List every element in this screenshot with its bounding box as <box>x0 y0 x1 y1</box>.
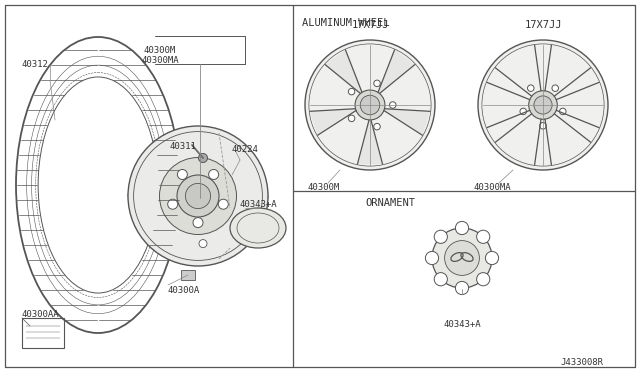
Text: 40300A: 40300A <box>168 286 200 295</box>
Text: ALUMINUM WHEEL: ALUMINUM WHEEL <box>302 18 390 28</box>
Circle shape <box>426 251 438 264</box>
Circle shape <box>198 154 207 163</box>
Circle shape <box>529 91 557 119</box>
Circle shape <box>177 175 219 217</box>
Text: 17X7JJ: 17X7JJ <box>351 20 388 30</box>
Circle shape <box>520 108 527 115</box>
Polygon shape <box>378 50 415 93</box>
Circle shape <box>456 221 468 235</box>
Text: 40300MA: 40300MA <box>141 56 179 65</box>
Ellipse shape <box>230 208 286 248</box>
Text: 40300AA: 40300AA <box>22 310 60 319</box>
Circle shape <box>540 122 547 129</box>
Circle shape <box>477 273 490 286</box>
Text: 40343+A: 40343+A <box>240 200 278 209</box>
Circle shape <box>552 85 559 92</box>
Circle shape <box>177 170 188 179</box>
Polygon shape <box>384 109 430 135</box>
Circle shape <box>374 124 380 130</box>
Circle shape <box>209 170 219 179</box>
Text: 17X7JJ: 17X7JJ <box>524 20 562 30</box>
FancyBboxPatch shape <box>181 270 195 280</box>
Text: 40224: 40224 <box>232 145 259 154</box>
Circle shape <box>456 281 468 295</box>
Circle shape <box>434 230 447 243</box>
Circle shape <box>478 40 608 170</box>
Circle shape <box>434 273 447 286</box>
Circle shape <box>559 108 566 115</box>
Circle shape <box>374 80 380 87</box>
Polygon shape <box>310 109 356 135</box>
Circle shape <box>128 126 268 266</box>
Text: 40343+A: 40343+A <box>443 320 481 329</box>
Circle shape <box>186 183 211 209</box>
Circle shape <box>218 199 228 209</box>
Circle shape <box>348 89 355 95</box>
Polygon shape <box>357 120 383 164</box>
Circle shape <box>432 228 492 288</box>
Circle shape <box>193 218 203 228</box>
Text: 40300M: 40300M <box>144 46 176 55</box>
Circle shape <box>445 241 479 275</box>
Text: J433008R: J433008R <box>560 358 603 367</box>
Circle shape <box>159 157 237 234</box>
Text: ORNAMENT: ORNAMENT <box>365 198 415 208</box>
Circle shape <box>348 115 355 122</box>
Circle shape <box>360 95 380 115</box>
Text: 40300MA: 40300MA <box>474 183 511 192</box>
Circle shape <box>305 40 435 170</box>
Text: 40311: 40311 <box>170 142 197 151</box>
Circle shape <box>168 199 178 209</box>
Circle shape <box>199 240 207 248</box>
Circle shape <box>527 85 534 92</box>
Text: 40300M: 40300M <box>308 183 340 192</box>
Circle shape <box>355 90 385 120</box>
Polygon shape <box>325 50 362 93</box>
Circle shape <box>390 102 396 108</box>
Circle shape <box>534 96 552 114</box>
Circle shape <box>477 230 490 243</box>
Circle shape <box>485 251 499 264</box>
Text: 40312: 40312 <box>22 60 49 69</box>
